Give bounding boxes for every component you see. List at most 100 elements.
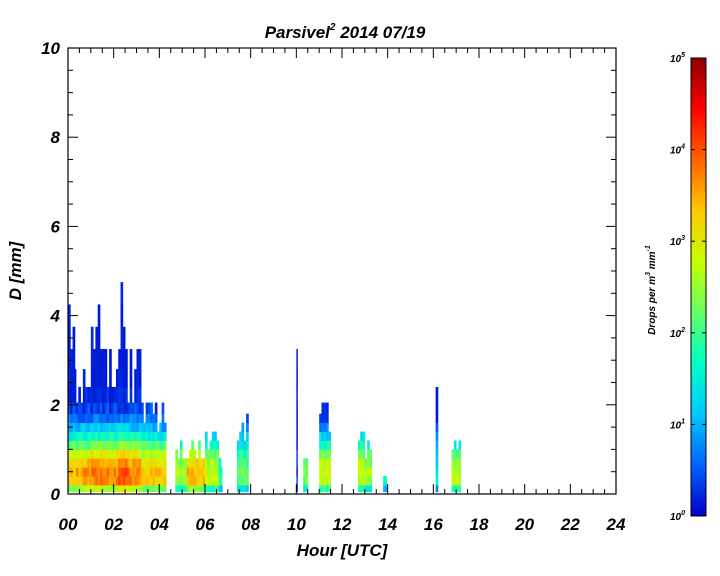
heatmap-cell — [68, 413, 71, 424]
heatmap-cell — [97, 431, 101, 441]
heatmap-cell — [205, 458, 208, 468]
heatmap-cell — [102, 386, 105, 403]
heatmap-cell — [435, 402, 439, 415]
heatmap-cell — [145, 402, 149, 415]
heatmap-cell — [70, 386, 73, 403]
heatmap-cell — [319, 458, 322, 468]
heatmap-cell — [209, 485, 213, 493]
heatmap-cell — [211, 476, 215, 486]
x-tick-label: 18 — [470, 515, 489, 534]
heatmap-cell — [145, 458, 149, 468]
heatmap-cell — [85, 431, 88, 441]
heatmap-cell — [78, 449, 81, 459]
heatmap-cell — [129, 458, 133, 468]
heatmap-cell — [70, 349, 73, 370]
heatmap-cell — [319, 413, 322, 424]
heatmap-cell — [159, 440, 163, 450]
heatmap-cell — [78, 458, 81, 468]
heatmap-cell — [118, 369, 121, 388]
heatmap-cell — [157, 467, 160, 477]
heatmap-cell — [106, 386, 110, 403]
heatmap-cell — [99, 386, 103, 403]
heatmap-cell — [80, 413, 84, 424]
heatmap-cell — [78, 440, 81, 450]
heatmap-cell — [207, 458, 210, 468]
heatmap-cell — [326, 476, 329, 486]
heatmap-cells — [68, 282, 462, 493]
heatmap-cell — [74, 369, 77, 388]
heatmap-cell — [74, 402, 77, 415]
heatmap-cell — [90, 413, 94, 424]
heatmap-cell — [143, 449, 147, 459]
heatmap-cell — [99, 449, 103, 459]
heatmap-cell — [111, 386, 115, 403]
heatmap-cell — [75, 458, 79, 468]
colorbar-tick-label: 101 — [670, 418, 685, 431]
heatmap-cell — [85, 413, 88, 424]
heatmap-cell — [163, 458, 167, 468]
heatmap-cell — [154, 449, 158, 459]
heatmap-cell — [113, 467, 117, 477]
heatmap-cell — [435, 386, 439, 403]
heatmap-cell — [125, 440, 128, 450]
heatmap-cell — [323, 440, 327, 450]
heatmap-cell — [141, 440, 144, 450]
heatmap-cell — [195, 476, 199, 486]
heatmap-cell — [82, 369, 86, 388]
heatmap-cell — [323, 431, 327, 441]
heatmap-cell — [134, 440, 137, 450]
heatmap-cell — [109, 431, 112, 441]
heatmap-cell — [85, 485, 88, 493]
heatmap-cell — [93, 402, 96, 415]
heatmap-cell — [131, 449, 135, 459]
heatmap-cell — [186, 467, 190, 477]
heatmap-cell — [141, 422, 144, 432]
heatmap-cell — [99, 431, 103, 441]
heatmap-cell — [89, 467, 92, 477]
heatmap-cell — [106, 413, 110, 424]
heatmap-cell — [362, 476, 366, 486]
heatmap-cell — [243, 449, 247, 459]
heatmap-cell — [152, 476, 156, 486]
heatmap-cell — [90, 485, 94, 493]
heatmap-cell — [97, 349, 101, 370]
heatmap-cell — [134, 449, 137, 459]
heatmap-cell — [93, 467, 96, 477]
heatmap-cell — [296, 458, 298, 468]
heatmap-cell — [456, 458, 459, 468]
heatmap-cell — [85, 449, 88, 459]
heatmap-cell — [75, 476, 79, 486]
heatmap-cell — [198, 449, 201, 459]
heatmap-cell — [118, 458, 121, 468]
heatmap-cell — [241, 422, 245, 432]
heatmap-cell — [152, 413, 156, 424]
heatmap-cell — [157, 431, 160, 441]
heatmap-cell — [70, 440, 73, 450]
heatmap-cell — [127, 458, 131, 468]
heatmap-cell — [435, 413, 439, 424]
heatmap-cell — [154, 413, 158, 424]
x-tick-label: 08 — [241, 515, 260, 534]
heatmap-cell — [72, 440, 76, 450]
heatmap-cell — [159, 431, 163, 441]
heatmap-cell — [131, 485, 135, 493]
heatmap-cell — [198, 458, 201, 468]
heatmap-cell — [104, 422, 108, 432]
heatmap-cell — [184, 485, 188, 493]
heatmap-cell — [138, 449, 142, 459]
heatmap-cell — [136, 369, 140, 388]
heatmap-cell — [246, 476, 249, 486]
heatmap-cell — [102, 349, 105, 370]
heatmap-cell — [367, 449, 370, 459]
heatmap-cell — [125, 422, 128, 432]
heatmap-cell — [364, 476, 368, 486]
heatmap-cell — [78, 485, 81, 493]
heatmap-cell — [159, 422, 163, 432]
heatmap-cell — [175, 485, 178, 493]
heatmap-cell — [120, 282, 124, 305]
heatmap-cell — [157, 476, 160, 486]
heatmap-cell — [152, 440, 156, 450]
heatmap-cell — [75, 449, 79, 459]
x-tick-label: 02 — [104, 515, 123, 534]
heatmap-cell — [218, 485, 222, 493]
